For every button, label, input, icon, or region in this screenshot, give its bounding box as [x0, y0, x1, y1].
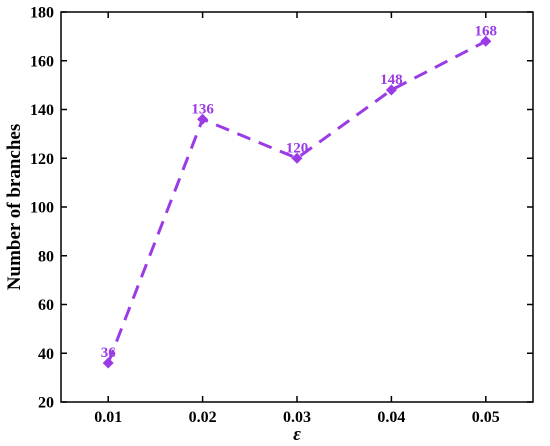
y-tick-label: 40	[38, 346, 54, 363]
y-tick-label: 100	[30, 200, 54, 217]
data-point-marker	[291, 152, 303, 164]
y-tick-label: 180	[30, 5, 54, 22]
plot-frame	[60, 11, 534, 403]
data-label: 148	[380, 72, 403, 88]
data-point-marker	[102, 357, 114, 369]
data-point-marker	[197, 113, 209, 125]
data-label: 136	[191, 101, 214, 117]
data-label: 120	[286, 140, 309, 156]
x-tick-label: 0.05	[472, 409, 500, 426]
y-tick-label: 20	[38, 395, 54, 412]
y-tick-label: 80	[38, 248, 54, 265]
data-point-marker	[480, 35, 492, 47]
y-tick-label: 60	[38, 297, 54, 314]
y-axis-title: Number of branches	[4, 124, 25, 290]
data-label: 36	[101, 345, 117, 361]
y-tick-label: 120	[30, 151, 54, 168]
x-tick-label: 0.03	[283, 409, 311, 426]
x-tick-label: 0.02	[189, 409, 217, 426]
data-point-marker	[385, 84, 397, 96]
x-axis-title: ε	[293, 424, 301, 445]
x-tick-label: 0.01	[94, 409, 122, 426]
series-line: 36 136 120 148 168	[101, 23, 498, 369]
series-line-path	[106, 39, 487, 364]
data-label: 168	[475, 23, 498, 39]
y-tick-label: 140	[30, 102, 54, 119]
x-axis: 0.01 0.02 0.03 0.04 0.05	[94, 12, 500, 426]
y-axis: 20 40 60 80 100 120 140 160 180	[30, 5, 533, 412]
x-tick-label: 0.04	[377, 409, 405, 426]
y-tick-label: 160	[30, 53, 54, 70]
